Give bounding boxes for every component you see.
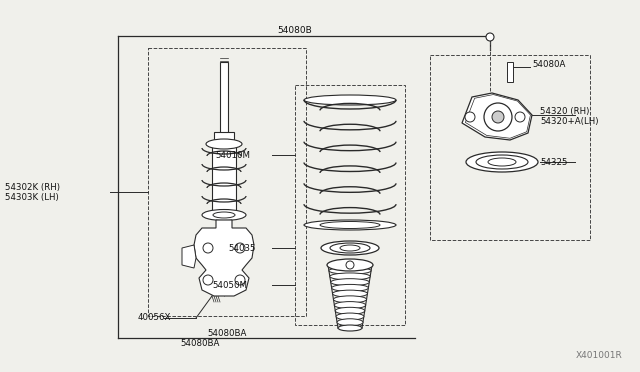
Circle shape xyxy=(203,275,213,285)
Bar xyxy=(220,62,228,134)
Text: 54302K (RH): 54302K (RH) xyxy=(5,183,60,192)
Bar xyxy=(148,48,306,316)
Bar xyxy=(295,85,405,325)
Circle shape xyxy=(492,111,504,123)
Bar xyxy=(212,144,236,216)
Ellipse shape xyxy=(333,290,367,297)
Polygon shape xyxy=(194,220,254,296)
Ellipse shape xyxy=(321,241,379,255)
Ellipse shape xyxy=(304,95,396,105)
Text: X401001R: X401001R xyxy=(575,351,622,360)
Circle shape xyxy=(465,112,475,122)
Text: 54080B: 54080B xyxy=(278,26,312,35)
Bar xyxy=(507,62,513,82)
Ellipse shape xyxy=(332,285,369,291)
Text: 54320+A(LH): 54320+A(LH) xyxy=(540,116,598,125)
Circle shape xyxy=(346,261,354,269)
Ellipse shape xyxy=(334,302,365,309)
Polygon shape xyxy=(182,245,196,268)
Text: 54325: 54325 xyxy=(540,157,568,167)
Ellipse shape xyxy=(320,221,380,228)
Ellipse shape xyxy=(202,209,246,221)
Circle shape xyxy=(203,243,213,253)
Circle shape xyxy=(235,243,245,253)
Ellipse shape xyxy=(466,152,538,172)
Ellipse shape xyxy=(327,259,373,271)
Circle shape xyxy=(235,275,245,285)
Ellipse shape xyxy=(488,158,516,166)
Text: 54050M: 54050M xyxy=(212,280,247,289)
Ellipse shape xyxy=(337,319,363,326)
Ellipse shape xyxy=(304,220,396,230)
Circle shape xyxy=(484,103,512,131)
Ellipse shape xyxy=(340,245,360,251)
Ellipse shape xyxy=(206,139,242,149)
Ellipse shape xyxy=(330,243,370,253)
Text: 40056X: 40056X xyxy=(138,314,172,323)
Text: 54010M: 54010M xyxy=(215,151,250,160)
Text: 54080A: 54080A xyxy=(532,60,565,68)
Text: 54080BA: 54080BA xyxy=(207,330,246,339)
Text: 54035: 54035 xyxy=(228,244,255,253)
Circle shape xyxy=(486,33,494,41)
Bar xyxy=(430,55,590,240)
Text: 54303K (LH): 54303K (LH) xyxy=(5,192,59,202)
Ellipse shape xyxy=(331,279,369,286)
Ellipse shape xyxy=(476,155,528,169)
Ellipse shape xyxy=(336,313,364,320)
Ellipse shape xyxy=(329,267,371,274)
Ellipse shape xyxy=(338,325,362,331)
Text: 54080BA: 54080BA xyxy=(180,339,220,347)
Ellipse shape xyxy=(335,307,365,314)
Ellipse shape xyxy=(333,296,367,303)
Bar xyxy=(214,132,234,144)
Polygon shape xyxy=(462,93,532,140)
Ellipse shape xyxy=(330,273,370,280)
Ellipse shape xyxy=(328,262,372,269)
Ellipse shape xyxy=(213,212,235,218)
Text: 54320 (RH): 54320 (RH) xyxy=(540,106,589,115)
Circle shape xyxy=(515,112,525,122)
